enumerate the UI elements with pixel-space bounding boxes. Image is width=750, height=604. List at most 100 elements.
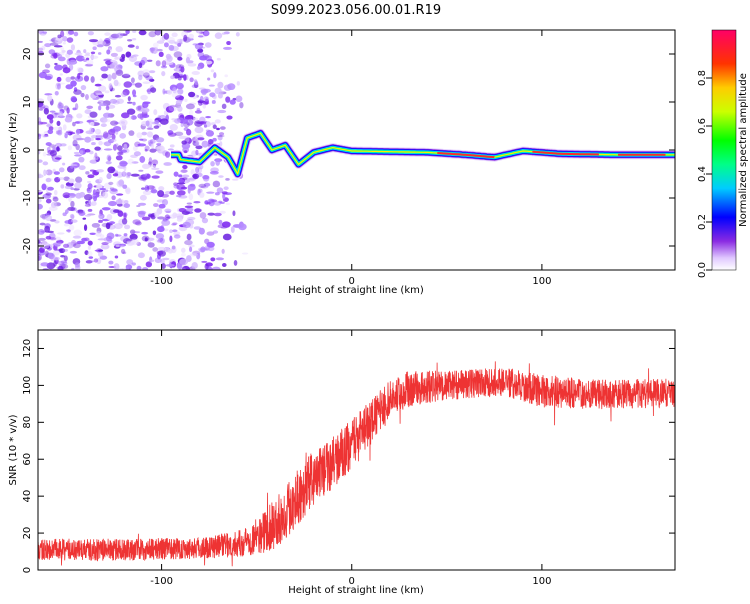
spectrogram-speckle (126, 239, 136, 245)
spectrogram-speckle (136, 132, 143, 139)
spectrogram-speckle (123, 203, 131, 208)
spectrogram-speckle (207, 212, 215, 216)
spectrogram-speckle (203, 182, 211, 187)
spectrogram-speckle (56, 82, 61, 87)
spectrogram-speckle (103, 182, 112, 190)
spectrogram-speckle (119, 119, 128, 127)
spectrogram-speckle (142, 267, 149, 270)
spectrogram-speckle (62, 162, 66, 166)
spectrogram-speckle (73, 229, 83, 237)
spectrogram-speckle (53, 256, 60, 261)
spectrogram-speckle (194, 126, 204, 134)
spectrogram-speckle (99, 100, 104, 105)
y-tick-label: 80 (22, 416, 33, 429)
spectrogram-speckle (141, 131, 148, 136)
spectrogram-speckle (52, 249, 60, 256)
spectrogram-speckle (177, 88, 184, 95)
spectrogram-speckle (85, 63, 94, 67)
spectrogram-speckle (136, 210, 146, 214)
spectrogram-speckle (57, 177, 66, 180)
spectrogram-speckle (75, 121, 80, 124)
spectrogram-speckle (206, 241, 215, 248)
spectrogram-speckle (134, 82, 142, 88)
spectrogram-speckle (101, 242, 109, 246)
spectrogram-speckle (74, 182, 82, 189)
spectrogram-speckle (115, 199, 123, 205)
spectrogram-speckle (116, 98, 124, 104)
spectrogram-speckle (122, 171, 126, 175)
spectrogram-speckle (145, 261, 153, 268)
spectrogram-speckle (38, 198, 42, 203)
snr-plot: -100 0 100 0 20 40 60 80 100 120 Height of straig… (8, 329, 676, 596)
spectrogram-speckle (145, 120, 150, 127)
spectrogram-speckle (176, 263, 183, 270)
spectrogram-speckle (130, 115, 137, 120)
spectrogram-speckle (112, 125, 122, 132)
spectrogram-speckle (38, 104, 46, 109)
spectrogram-speckle (69, 164, 78, 167)
spectrogram-speckle (136, 204, 141, 208)
spectrogram-speckle (194, 208, 202, 213)
spectrogram-speckle (182, 177, 188, 181)
spectrogram-speckle (113, 263, 120, 270)
spectrogram-speckle (95, 137, 101, 141)
spectrogram-speckle (168, 104, 178, 112)
spectrogram-speckle (56, 53, 63, 59)
spectrogram-speckle (119, 133, 127, 139)
spectrogram-speckle (79, 147, 87, 155)
y-tick-label: 100 (22, 376, 33, 395)
spectrogram-speckle (42, 134, 49, 138)
spectrogram-speckle (195, 149, 199, 156)
spectrogram-speckle (67, 229, 71, 233)
spectrogram-speckle (110, 188, 118, 192)
spectrogram-speckle (89, 159, 98, 164)
spectrogram-speckle (160, 65, 168, 69)
spectrogram-speckle (212, 230, 219, 234)
spectrogram-speckle (184, 98, 188, 103)
spectrogram-speckle (218, 200, 223, 204)
spectrogram-speckle (47, 94, 53, 102)
spectrogram-speckle (162, 199, 169, 206)
spectrogram-speckle (193, 142, 200, 147)
spectrogram-speckle (53, 52, 58, 59)
spectrogram-speckle (197, 35, 204, 38)
spectrogram-speckle (87, 260, 95, 263)
spectrogram-speckle (120, 235, 129, 242)
spectrogram-speckle (176, 82, 184, 90)
spectrogram-speckle (45, 73, 54, 80)
y-tick-label: 0 (22, 147, 33, 153)
spectrogram-speckle (65, 130, 74, 134)
spectrogram-speckle (148, 31, 157, 38)
spectrogram-speckle (54, 62, 58, 66)
spectrogram-speckle (206, 191, 215, 194)
spectrogram-speckle (182, 164, 188, 170)
spectrogram-speckle (54, 157, 62, 160)
spectrogram-speckle (141, 187, 146, 190)
spectrogram-speckle (192, 173, 200, 180)
y-tick-label: -20 (22, 238, 33, 254)
spectrogram-speckle (73, 243, 81, 249)
spectrogram-speckle (185, 103, 195, 110)
spectrogram-speckle (54, 248, 64, 251)
spectrogram-speckle (221, 103, 227, 110)
spectrogram-speckle (106, 232, 115, 240)
spectrogram-speckle (118, 180, 124, 185)
spectrogram-speckle (119, 162, 129, 165)
spectrogram-speckle (219, 126, 226, 130)
spectrogram-speckle (55, 37, 63, 41)
spectrogram-speckle (189, 102, 197, 105)
spectrogram-speckle (115, 244, 120, 248)
spectrogram-speckle (161, 219, 171, 226)
spectrogram-speckle (142, 101, 151, 105)
spectrogram-speckle (68, 59, 78, 65)
spectrogram-speckle (62, 248, 69, 252)
spectrogram-speckle (43, 107, 49, 115)
spectrogram-speckle (63, 255, 68, 262)
spectrogram-speckle (223, 186, 229, 191)
spectrogram-speckle (38, 159, 43, 163)
spectrogram-speckle (137, 105, 142, 111)
spectrogram-speckle (215, 257, 225, 261)
spectrogram-speckle (137, 252, 145, 259)
spectrogram-speckle (180, 118, 189, 124)
